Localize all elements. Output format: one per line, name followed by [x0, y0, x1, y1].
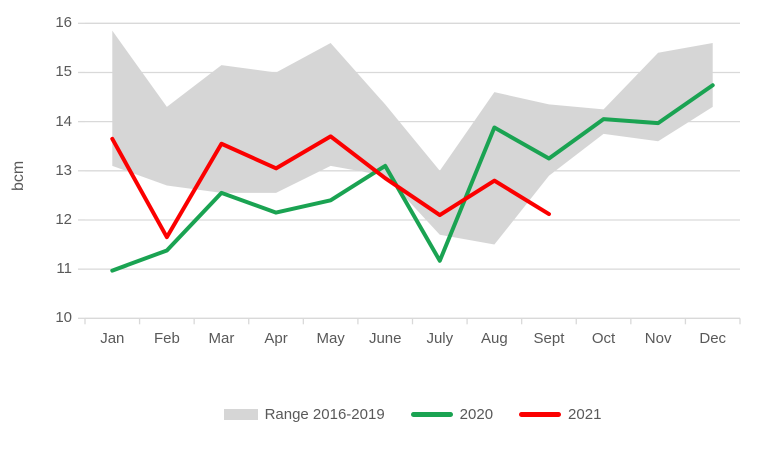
y-axis-title: bcm: [10, 160, 27, 191]
legend-item-2021: 2021: [519, 406, 601, 423]
y-tick-label: 10: [55, 309, 72, 327]
x-tick-label: Apr: [264, 330, 288, 347]
x-tick-label: Sept: [533, 330, 565, 347]
range-band-swatch: [223, 409, 258, 420]
legend-label-2020: 2020: [459, 406, 494, 423]
series-line-2020: [110, 83, 715, 273]
x-tick-label: Dec: [699, 330, 727, 347]
y-tick-label: 14: [55, 112, 72, 130]
legend: Range 2016-2019 2020 2021: [85, 406, 740, 423]
y-tick-label: 12: [55, 210, 72, 228]
line-swatch-2020: [410, 412, 453, 417]
x-tick-label: Mar: [208, 330, 235, 347]
series-line-2021: [110, 134, 551, 240]
legend-item-2020: 2020: [410, 406, 494, 423]
legend-label-2021: 2021: [568, 406, 602, 423]
x-tick-label: Jan: [100, 330, 125, 347]
y-tick-label: 13: [55, 161, 72, 179]
x-tick-label: Nov: [644, 330, 672, 347]
x-tick-label: Feb: [153, 330, 180, 347]
range-band: [112, 30, 713, 245]
x-tick-label: June: [368, 330, 402, 347]
line-swatch-2021: [519, 412, 562, 417]
y-tick-label: 16: [55, 14, 72, 32]
y-tick-label: 11: [56, 260, 72, 278]
x-tick-label: July: [426, 330, 454, 347]
x-tick-label: Oct: [591, 330, 616, 347]
y-tick-label: 15: [55, 63, 72, 81]
legend-label-range: Range 2016-2019: [264, 406, 385, 423]
legend-item-range: Range 2016-2019: [223, 406, 385, 423]
x-tick-label: Aug: [481, 330, 508, 347]
x-tick-label: May: [316, 330, 345, 347]
